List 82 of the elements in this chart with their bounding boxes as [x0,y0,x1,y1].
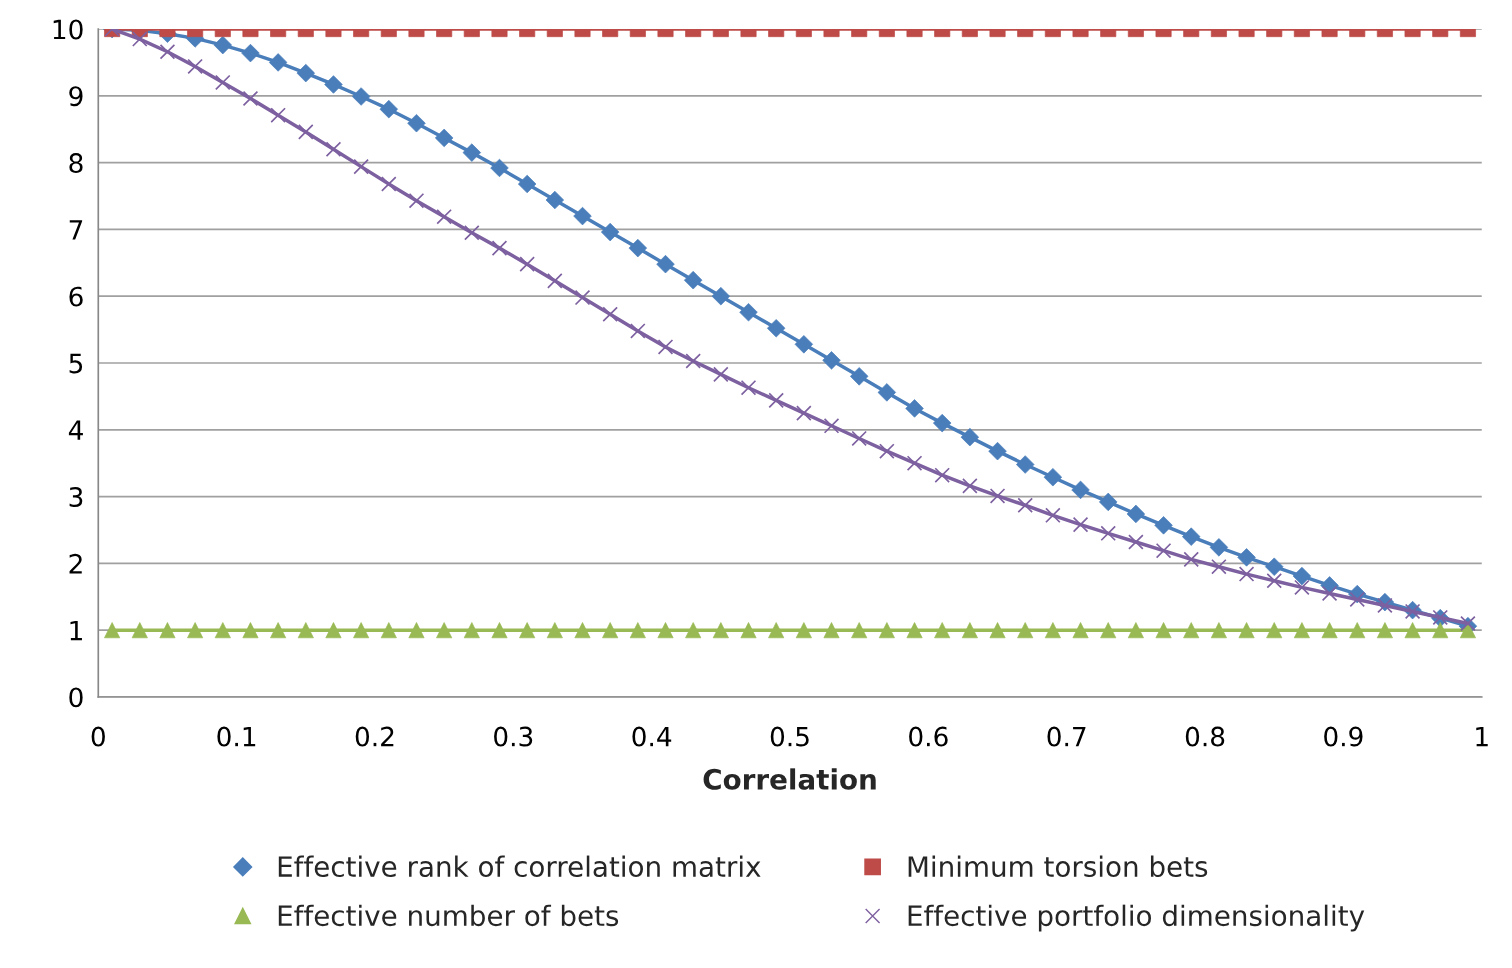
point [1155,542,1172,559]
x-tick-label: 0.7 [1047,726,1086,747]
point [795,622,812,639]
point [685,353,701,369]
point [1266,572,1283,589]
point [1294,579,1310,596]
point [796,405,812,421]
point [630,323,646,339]
x-tick-label: 0.9 [1324,726,1363,747]
point [1238,566,1255,582]
x-tick-label: 0.5 [770,726,809,747]
legend-label: Effective number of bets [278,904,619,927]
point [989,488,1006,504]
point [1321,585,1338,602]
y-tick-label: 9 [69,86,83,107]
y-tick-label: 2 [69,553,82,574]
point [713,366,729,383]
x-tick-label: 0 [91,726,105,747]
point [823,622,840,639]
point [1100,525,1117,542]
x-tick-label: 0.3 [494,726,533,747]
point [740,379,757,396]
point [546,622,563,639]
x-tick-label: 0.6 [909,726,948,747]
point [712,622,729,639]
y-tick-label: 0 [69,687,83,708]
point [380,622,397,639]
point [1238,622,1255,639]
point [879,443,895,459]
point [1183,551,1200,568]
point [1183,622,1200,639]
point [1017,497,1033,514]
y-tick-label: 7 [69,220,83,240]
x-tick-label: 0.4 [632,726,672,747]
point [768,622,785,639]
point [657,339,674,355]
y-tick-label: 4 [68,420,83,440]
point [1293,622,1310,639]
x-tick-label: 0.8 [1185,726,1225,747]
point [1376,622,1393,639]
point [1072,516,1089,533]
point [1128,534,1144,550]
legend-label: Effective portfolio dimensionality [908,904,1365,932]
point [851,430,867,447]
point [242,622,259,639]
point [1016,455,1035,474]
y-tick-label: 1 [70,620,82,641]
point [1045,507,1061,524]
y-tick-label: 8 [69,153,83,174]
point [491,622,508,639]
point [878,622,895,639]
x-tick-label: 0.2 [355,726,394,747]
point [1404,622,1421,639]
point [934,467,950,483]
point [1017,622,1034,639]
point [906,455,923,471]
legend-label: Minimum torsion bets [908,855,1208,878]
point [629,622,646,639]
x-tick-label: 1 [1476,726,1488,747]
y-tick-label: 5 [69,353,83,374]
point [602,306,618,323]
y-tick-label: 10 [53,19,83,40]
point [823,418,840,434]
point [214,622,231,639]
point [436,622,453,639]
legend-label: Effective rank of correlation matrix [278,855,761,878]
x-axis-title: Correlation [703,768,876,790]
x-tick-label: 0.1 [217,726,256,747]
point [1377,597,1393,614]
point [768,392,784,409]
point [961,622,978,639]
point [962,478,978,494]
point [408,622,425,639]
y-tick-label: 3 [69,487,83,507]
point [1044,622,1061,639]
y-tick-label: 6 [69,286,83,307]
point [739,303,758,322]
point [1349,622,1366,639]
point [1155,622,1172,639]
point [1349,591,1366,608]
point [463,622,480,639]
point [1211,558,1227,575]
